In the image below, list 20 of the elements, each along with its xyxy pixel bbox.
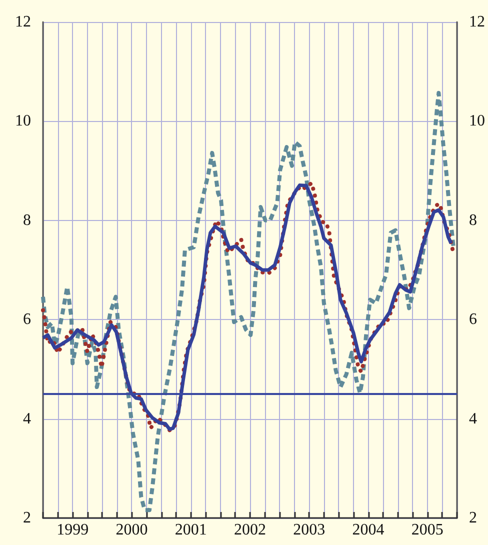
y2-tick-label: 10	[469, 112, 485, 130]
x-tick-label: 2005	[411, 522, 444, 538]
y2-tick-label: 4	[469, 410, 477, 428]
x-tick-label: 1999	[56, 522, 89, 538]
y-tick-label: 12	[15, 14, 31, 30]
x-tick-label: 2002	[234, 522, 266, 538]
y-tick-label: 6	[23, 311, 31, 328]
y-tick-label: 10	[15, 112, 31, 130]
y-tick-label: 4	[23, 410, 31, 428]
y-tick-label: 2	[23, 510, 31, 526]
y2-tick-label: 2	[469, 510, 477, 526]
x-tick-label: 2004	[352, 522, 384, 538]
x-tick-label: 2001	[174, 522, 207, 538]
y2-tick-label: 8	[469, 212, 477, 229]
y-tick-label: 8	[23, 212, 31, 229]
line-series	[41, 90, 456, 512]
y2-tick-label: 6	[469, 311, 477, 328]
y2-tick-label: 12	[469, 14, 485, 30]
x-tick-label: 2000	[116, 522, 148, 538]
x-tick-label: 2003	[293, 522, 326, 538]
